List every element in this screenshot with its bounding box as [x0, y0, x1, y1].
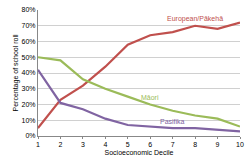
svg-text:Socioeconomic Decile: Socioeconomic Decile: [105, 149, 174, 156]
svg-text:4: 4: [103, 141, 107, 148]
svg-text:0%: 0%: [25, 132, 35, 139]
svg-text:50%: 50%: [22, 54, 36, 61]
svg-text:80%: 80%: [22, 6, 36, 13]
svg-text:2: 2: [58, 141, 62, 148]
svg-text:10: 10: [236, 141, 244, 148]
svg-text:7: 7: [171, 141, 175, 148]
svg-text:20%: 20%: [22, 101, 36, 108]
svg-text:30%: 30%: [22, 85, 36, 92]
svg-text:5: 5: [126, 141, 130, 148]
svg-text:6: 6: [148, 141, 152, 148]
svg-text:Percentage of school roll: Percentage of school roll: [12, 34, 20, 111]
svg-text:70%: 70%: [22, 22, 36, 29]
svg-text:8: 8: [193, 141, 197, 148]
svg-text:9: 9: [216, 141, 220, 148]
svg-text:10%: 10%: [22, 117, 36, 124]
svg-text:3: 3: [81, 141, 85, 148]
svg-text:Māori: Māori: [141, 94, 159, 101]
svg-text:40%: 40%: [22, 69, 36, 76]
svg-text:60%: 60%: [22, 38, 36, 45]
svg-text:1: 1: [36, 141, 40, 148]
svg-text:Pasifika: Pasifika: [160, 118, 185, 125]
svg-text:European/Pākehā: European/Pākehā: [167, 15, 223, 23]
